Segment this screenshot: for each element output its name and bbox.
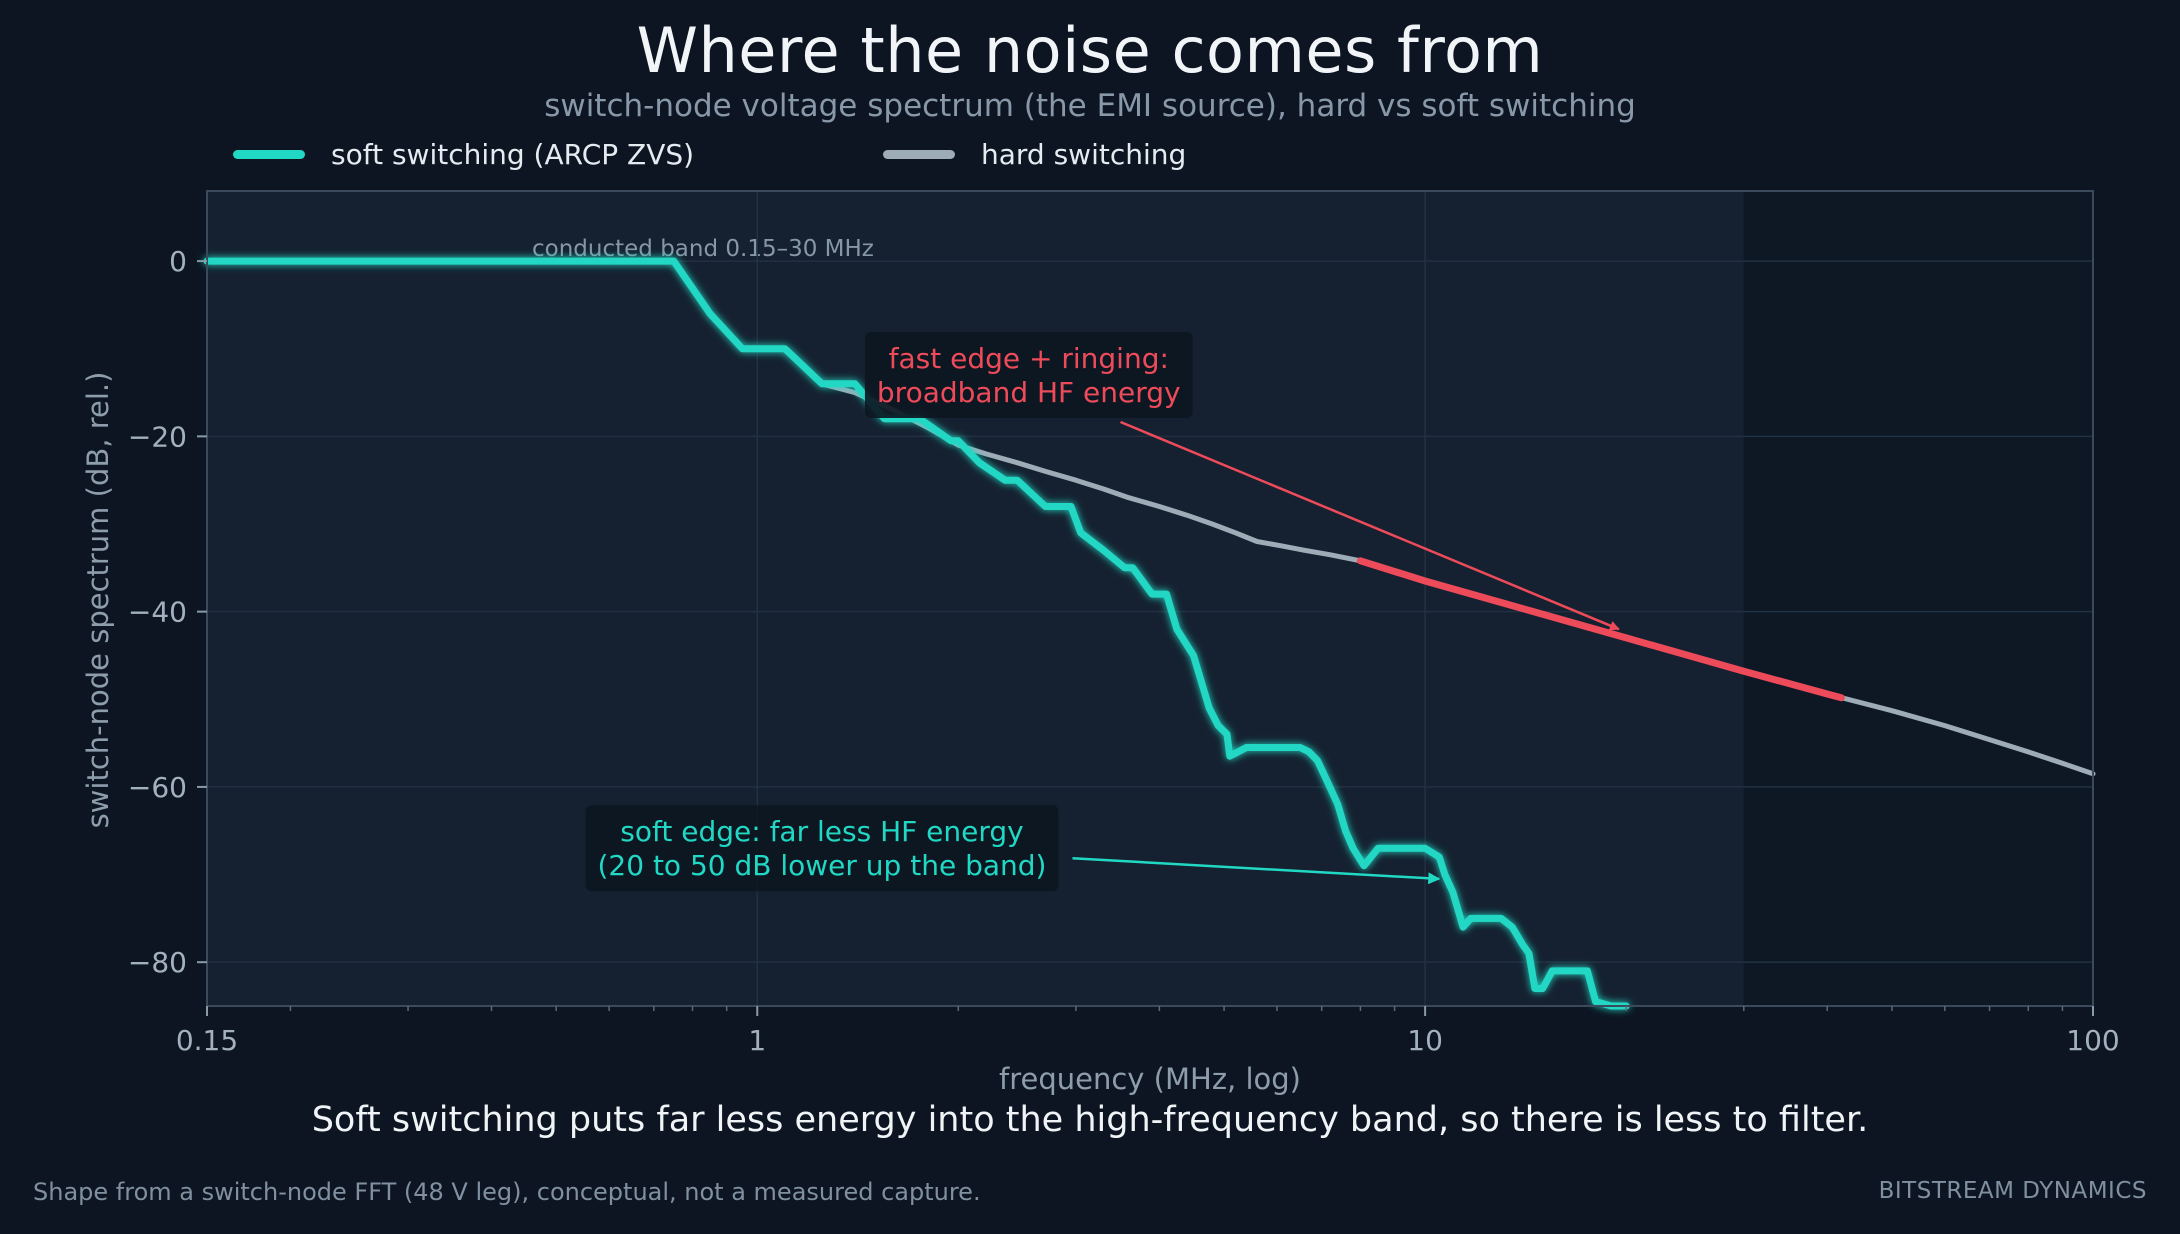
- annotation-text-soft: (20 to 50 dB lower up the band): [597, 849, 1046, 882]
- brand-label: BITSTREAM DYNAMICS: [1878, 1178, 2147, 1204]
- legend-item-soft: soft switching (ARCP ZVS): [233, 134, 694, 174]
- annotation-box-hard: [864, 332, 1193, 419]
- y-tick-label: 0: [169, 245, 187, 278]
- annotation-text-soft: soft edge: far less HF energy: [620, 815, 1023, 848]
- annotation-hard: fast edge + ringing:broadband HF energy: [864, 332, 1193, 419]
- annotation-arrow-soft: [1072, 857, 1441, 885]
- plot-frame: [206, 190, 2094, 1007]
- chart-subtitle: switch-node voltage spectrum (the EMI so…: [544, 88, 1636, 124]
- x-tick-label: 10: [1407, 1024, 1443, 1057]
- y-tick-label: −40: [128, 596, 187, 629]
- legend-swatch-soft: [233, 149, 305, 159]
- x-tick-label: 1: [748, 1024, 766, 1057]
- highlight-segment-hard: [1356, 557, 1845, 702]
- y-tick-label: −60: [128, 771, 187, 804]
- footnote: Shape from a switch-node FFT (48 V leg),…: [33, 1178, 981, 1206]
- chart-title: Where the noise comes from: [636, 14, 1544, 87]
- out-of-band-shade: [1743, 191, 2093, 1006]
- legend-label-hard: hard switching: [981, 137, 1187, 171]
- series-line-soft: [203, 257, 1630, 1010]
- legend-swatch-hard: [883, 149, 955, 159]
- legend-item-hard: hard switching: [883, 134, 1186, 174]
- legend-label-soft: soft switching (ARCP ZVS): [331, 137, 695, 171]
- y-axis-label: switch-node spectrum (dB, rel.): [81, 371, 115, 829]
- annotation-text-hard: fast edge + ringing:: [889, 342, 1169, 375]
- chart-caption: Soft switching puts far less energy into…: [311, 1100, 1869, 1140]
- x-tick-label: 0.15: [176, 1024, 238, 1057]
- x-axis-label: frequency (MHz, log): [999, 1062, 1301, 1096]
- annotation-arrow-hard: [1120, 420, 1620, 631]
- x-tick-label: 100: [2066, 1024, 2119, 1057]
- annotation-text-hard: broadband HF energy: [877, 376, 1181, 409]
- annotation-box-soft: [585, 805, 1059, 892]
- y-tick-label: −20: [128, 420, 187, 453]
- annotation-soft: soft edge: far less HF energy(20 to 50 d…: [585, 805, 1059, 892]
- y-tick-label: −80: [128, 946, 187, 979]
